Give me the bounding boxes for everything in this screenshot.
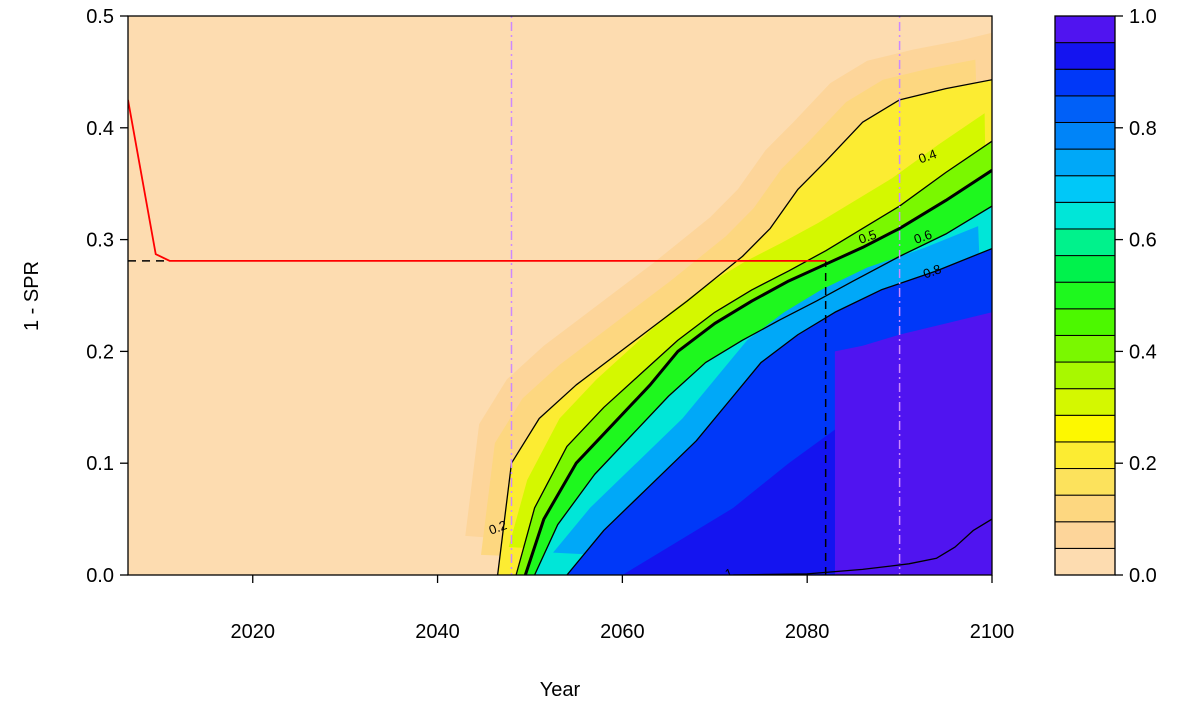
series-line (128, 99, 826, 262)
contour-fill-layer (128, 16, 992, 575)
y-tick-label: 0.0 (86, 565, 114, 587)
y-tick-label: 0.3 (86, 230, 114, 252)
y-axis: 0.0 0.1 0.2 0.3 0.4 0.5 (86, 6, 128, 587)
y-tick-label: 0.4 (86, 118, 114, 140)
colorbar-swatch (1054, 175, 1116, 203)
y-tick-label: 0.1 (86, 453, 114, 475)
contour-line-0.4 (515, 140, 992, 575)
colorbar-swatch (1054, 15, 1116, 44)
plot-frame (127, 15, 993, 576)
y-axis-title: 1 - SPR (21, 261, 43, 331)
colorbar-swatch (1054, 201, 1116, 230)
contour-label-0.2: 0.2 (487, 517, 509, 537)
colorbar-swatch (1054, 388, 1116, 416)
contour-label-0.4: 0.4 (916, 146, 938, 166)
colorbar-swatch (1054, 494, 1116, 523)
colorbar-tick-label: 0.0 (1129, 565, 1157, 587)
x-tick-label: 2100 (970, 621, 1015, 643)
colorbar-tick-label: 0.2 (1129, 453, 1157, 475)
colorbar-swatch (1054, 361, 1116, 390)
x-tick-label: 2060 (600, 621, 645, 643)
colorbar-swatch (1054, 121, 1116, 150)
colorbar-tick-label: 0.8 (1129, 118, 1157, 140)
y-tick-label: 0.5 (86, 6, 114, 28)
colorbar-tick-label: 1.0 (1129, 6, 1157, 28)
contour-line-0.2 (496, 79, 992, 575)
contour-line-0.5 (523, 169, 992, 575)
colorbar-frame (1054, 15, 1116, 576)
colorbar-swatch (1054, 414, 1116, 443)
colorbar-swatch (1054, 547, 1116, 576)
contour-label-0.8: 0.8 (921, 261, 943, 281)
colorbar-swatch (1054, 68, 1116, 97)
colorbar-tick-label: 0.6 (1129, 230, 1157, 252)
colorbar-swatch (1054, 441, 1116, 470)
contour-line-1 (733, 518, 992, 575)
colorbar-swatch (1054, 308, 1116, 336)
fill-band-0.95 (834, 312, 992, 575)
contour-label-0.5: 0.5 (856, 227, 878, 247)
contour-line-layer: 0.2 0.4 0.5 0.6 0.8 1 (128, 16, 992, 582)
contour-label-0.6: 0.6 (912, 227, 934, 247)
colorbar-swatch (1054, 521, 1116, 549)
colorbar-tick-label: 0.4 (1129, 341, 1157, 363)
colorbar-swatch (1054, 42, 1116, 70)
colorbar-swatch (1054, 228, 1116, 257)
x-axis: 2020 2040 2060 2080 2100 (230, 575, 1014, 643)
colorbar-swatch (1054, 148, 1116, 177)
fill-band-0.9 (622, 429, 835, 575)
x-tick-label: 2040 (415, 621, 460, 643)
x-tick-label: 2080 (785, 621, 830, 643)
colorbar-swatch (1054, 95, 1116, 123)
colorbar-swatch (1054, 255, 1116, 283)
colorbar: 0.0 0.2 0.4 0.6 0.8 1.0 (1054, 6, 1157, 587)
contour-label-1: 1 (723, 565, 735, 582)
x-axis-title: Year (540, 679, 581, 701)
x-tick-label: 2020 (230, 621, 275, 643)
y-tick-label: 0.2 (86, 341, 114, 363)
colorbar-swatch (1054, 468, 1116, 496)
colorbar-swatch (1054, 281, 1116, 310)
colorbar-swatch (1054, 334, 1116, 363)
